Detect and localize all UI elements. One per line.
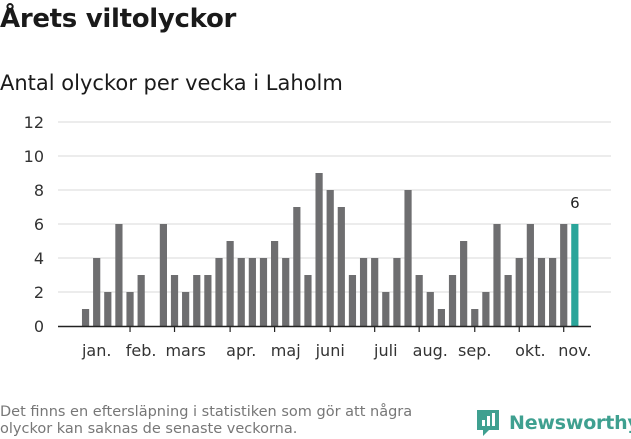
- bar: [348, 275, 357, 326]
- bar: [271, 241, 279, 326]
- bar: [515, 258, 523, 326]
- chart-subtitle: Antal olyckor per vecka i Laholm: [0, 71, 343, 95]
- bar: [337, 207, 345, 326]
- bar: [204, 275, 212, 326]
- x-tick-label: juli: [373, 341, 397, 360]
- bar: [415, 275, 423, 326]
- y-axis-tick-labels: 0 2 4 6 8 10 12: [24, 113, 44, 336]
- x-axis-tick-labels: jan. feb. mars apr. maj juni juli aug. sep. okt. n…: [81, 341, 592, 360]
- x-tick-label: apr.: [226, 341, 256, 360]
- bar: [426, 292, 434, 326]
- newsworthy-logo-icon: [477, 410, 499, 436]
- gridlines: [58, 121, 611, 293]
- bar: [215, 258, 223, 326]
- footnote: Det finns en eftersläpning i statistiken…: [0, 404, 413, 437]
- bar: [471, 309, 479, 326]
- bar: [326, 190, 334, 326]
- bar: [93, 258, 101, 326]
- bar: [560, 224, 568, 326]
- bar: [504, 275, 512, 326]
- bar: [437, 309, 445, 326]
- y-tick-label: 0: [34, 317, 44, 336]
- bar: [282, 258, 290, 326]
- bar: [482, 292, 490, 326]
- x-tick-label: nov.: [558, 341, 591, 360]
- bar: [315, 173, 323, 326]
- y-tick-label: 12: [24, 113, 44, 132]
- bar: [549, 258, 557, 326]
- bar: [126, 292, 134, 326]
- bar: [259, 258, 268, 326]
- bar: [493, 224, 501, 326]
- bar: [371, 258, 379, 326]
- y-tick-label: 6: [34, 215, 44, 234]
- x-tick-label: maj: [271, 341, 301, 360]
- y-tick-label: 2: [34, 283, 44, 302]
- bar: [404, 190, 412, 326]
- bar: [526, 224, 534, 326]
- x-tick-label: feb.: [126, 341, 157, 360]
- bar: [182, 292, 190, 326]
- bar: [304, 275, 312, 326]
- bar: [382, 292, 390, 326]
- bar: [359, 258, 368, 326]
- bar: [460, 241, 468, 326]
- bar: [170, 275, 179, 326]
- bar: [115, 224, 123, 326]
- bar: [537, 258, 546, 326]
- bar: [393, 258, 401, 326]
- x-tick-label: juni: [315, 341, 345, 360]
- x-tick-label: aug.: [413, 341, 448, 360]
- bar-highlight: [571, 224, 579, 326]
- bar: [193, 275, 201, 326]
- bar: [159, 224, 167, 326]
- bars: [81, 173, 579, 326]
- newsworthy-brand[interactable]: Newsworthy: [475, 408, 631, 438]
- x-tick-label: mars: [165, 341, 205, 360]
- bar: [226, 241, 234, 326]
- x-axis: [58, 325, 591, 332]
- bar-chart: 0 2 4 6 8 10 12 jan. feb. mars apr. maj juni juli aug…: [24, 113, 611, 360]
- annotations: 6: [570, 194, 580, 212]
- brand-name: Newsworthy: [509, 412, 631, 434]
- bar: [237, 258, 245, 326]
- bar: [293, 207, 301, 326]
- bar: [81, 309, 90, 326]
- y-tick-label: 4: [34, 249, 44, 268]
- y-tick-label: 8: [34, 181, 44, 200]
- bar: [137, 275, 145, 326]
- y-tick-label: 10: [24, 147, 44, 166]
- bar: [104, 292, 112, 326]
- highlight-value-label: 6: [570, 194, 580, 212]
- x-tick-label: okt.: [515, 341, 545, 360]
- bar: [248, 258, 256, 326]
- x-tick-label: jan.: [81, 341, 111, 360]
- bar: [448, 275, 457, 326]
- chart-title: Årets viltolyckor: [0, 4, 237, 34]
- x-tick-label: sep.: [458, 341, 491, 360]
